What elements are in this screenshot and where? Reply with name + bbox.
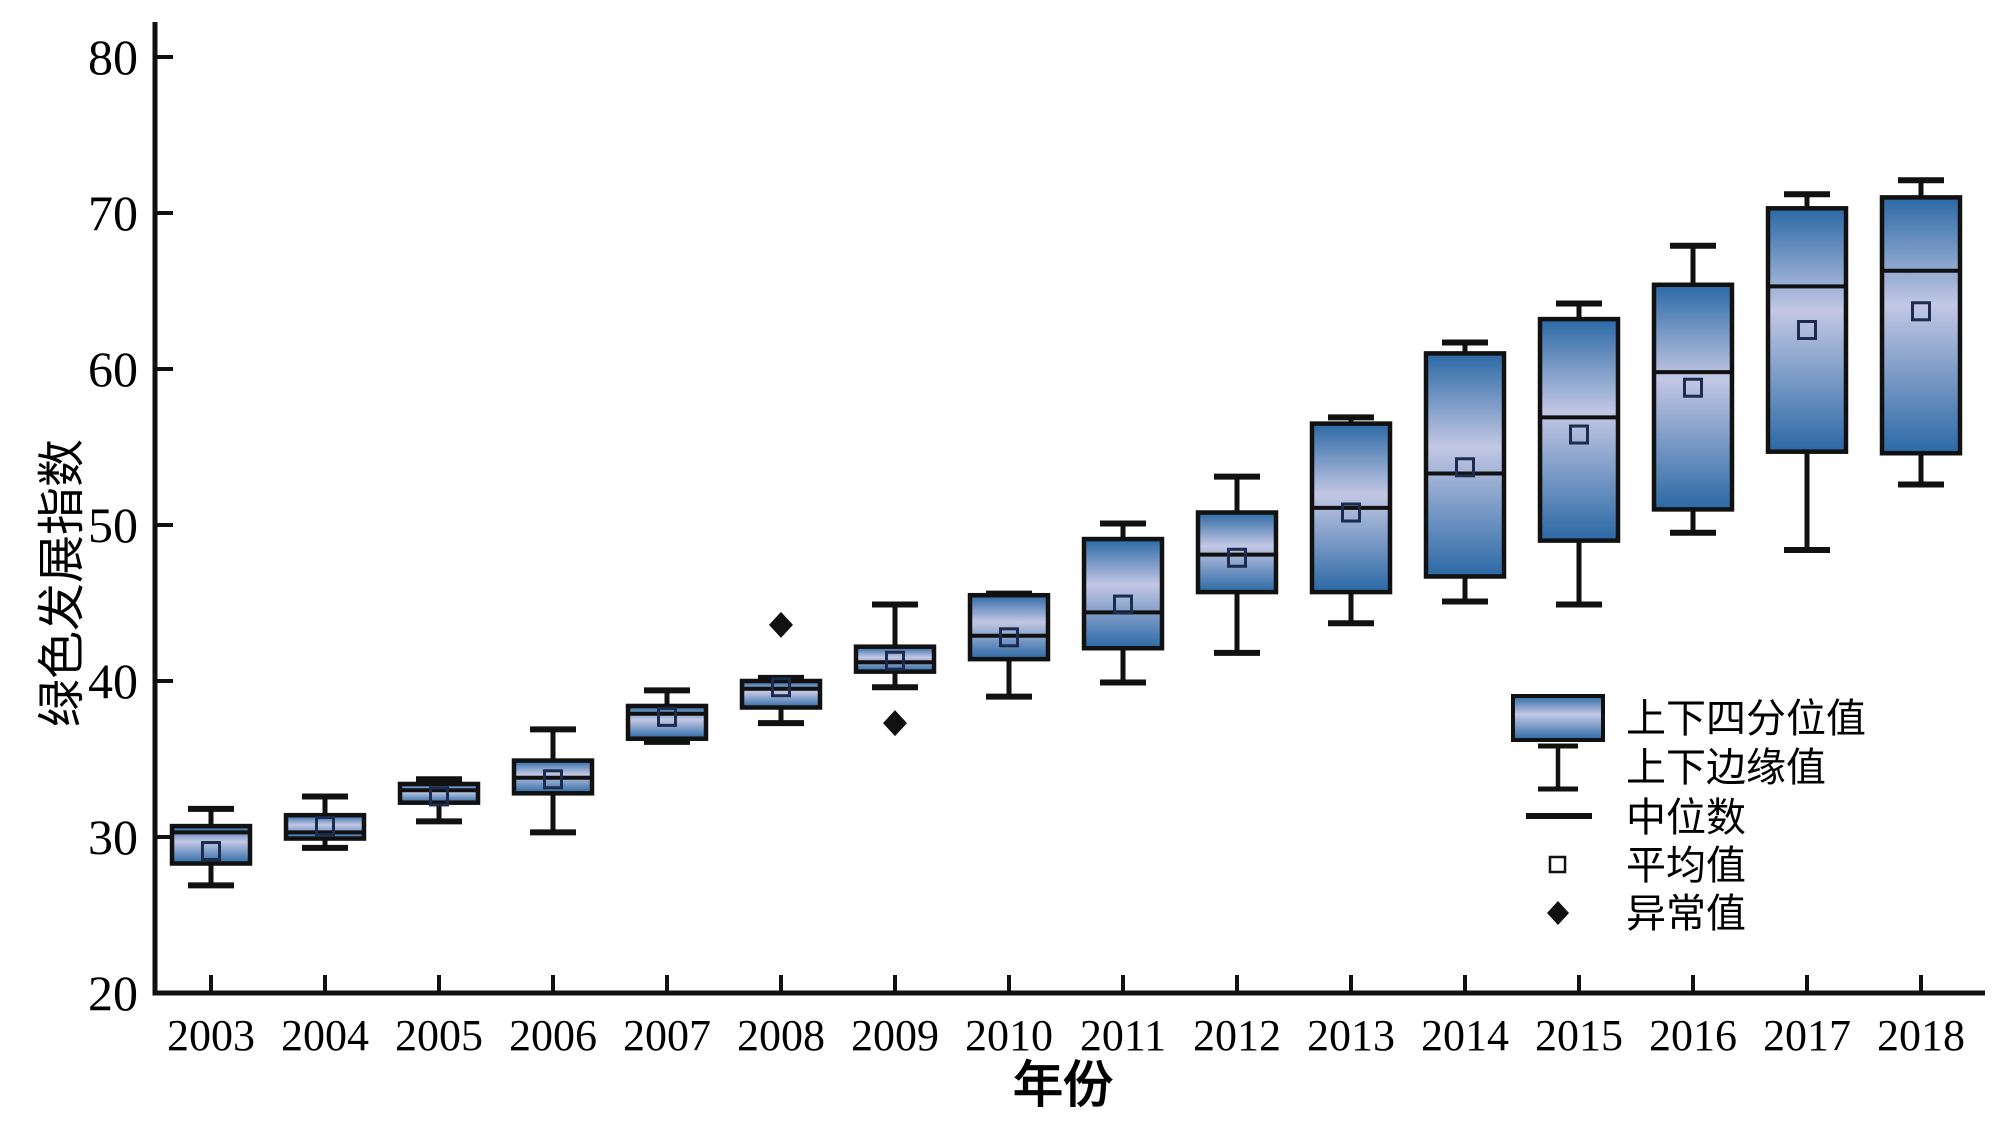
box-group-2013: [1309, 414, 1393, 627]
y-tick-label: 60: [88, 341, 138, 397]
x-tick-label: 2005: [395, 1011, 483, 1060]
iqr-box: [1195, 510, 1279, 595]
mean-marker: [1455, 457, 1475, 478]
box-group-2014: [1423, 339, 1507, 605]
legend-label: 上下边缘值: [1626, 745, 1826, 790]
mean-marker: [1227, 547, 1247, 568]
mean-marker: [1797, 320, 1817, 340]
iqr-box: [1081, 536, 1165, 651]
x-tick-label: 2006: [509, 1011, 597, 1060]
box-group-2016: [1651, 242, 1735, 536]
iqr-box: [1423, 351, 1507, 579]
x-tick-label: 2016: [1649, 1011, 1737, 1060]
box-group-2006: [511, 726, 595, 836]
box-group-2017: [1765, 191, 1849, 553]
x-tick-label: 2014: [1421, 1011, 1509, 1060]
mean-marker: [771, 677, 791, 698]
x-tick-label: 2009: [851, 1011, 939, 1060]
mean-marker: [543, 769, 563, 790]
x-tick-label: 2012: [1193, 1011, 1281, 1060]
box-group-2011: [1081, 520, 1165, 686]
box-group-2008: [739, 611, 823, 727]
mean-marker: [429, 786, 449, 807]
mean-marker: [201, 841, 221, 862]
box-group-2004: [283, 793, 367, 851]
y-tick-label: 20: [88, 965, 138, 1021]
mean-marker: [1341, 502, 1361, 523]
box-group-2012: [1195, 473, 1279, 656]
box-group-2007: [625, 687, 709, 745]
x-tick-label: 2003: [167, 1011, 255, 1060]
x-tick-label: 2011: [1080, 1011, 1166, 1060]
mean-marker: [657, 706, 677, 727]
legend-label: 平均值: [1626, 843, 1746, 888]
iqr-box: [625, 703, 709, 741]
mean-marker: [885, 650, 905, 671]
mean-marker: [315, 816, 335, 837]
x-tick-label: 2007: [623, 1011, 711, 1060]
x-tick-label: 2018: [1877, 1011, 1965, 1060]
y-tick-label: 80: [88, 29, 138, 85]
x-tick-label: 2010: [965, 1011, 1053, 1060]
box-group-2003: [169, 805, 253, 889]
x-axis-title: 年份: [1013, 1057, 1113, 1113]
legend-mean-symbol: [1548, 855, 1567, 874]
box-group-2005: [397, 776, 481, 825]
mean-marker: [999, 627, 1019, 648]
iqr-box: [1537, 316, 1621, 543]
box-group-2009: [853, 601, 937, 737]
iqr-box: [739, 678, 823, 710]
iqr-box: [853, 644, 937, 674]
box-group-2015: [1537, 300, 1621, 608]
y-tick-label: 50: [88, 497, 138, 553]
y-axis-title: 绿色发展指数: [36, 439, 89, 727]
iqr-box: [967, 592, 1051, 662]
x-tick-label: 2008: [737, 1011, 825, 1060]
x-tick-label: 2004: [281, 1011, 369, 1060]
legend-label: 中位数: [1626, 795, 1746, 840]
box-group-2010: [967, 590, 1051, 700]
box-group-2018: [1879, 177, 1963, 488]
iqr-box: [1765, 206, 1849, 454]
mean-marker: [1113, 594, 1133, 615]
iqr-box: [1879, 195, 1963, 456]
x-tick-label: 2015: [1535, 1011, 1623, 1060]
y-tick-label: 30: [88, 809, 138, 865]
mean-marker: [1683, 377, 1703, 398]
outlier-marker: [883, 710, 907, 737]
legend-outlier-symbol: [1547, 901, 1569, 925]
y-tick-label: 70: [88, 185, 138, 241]
legend-box-symbol: [1511, 694, 1605, 742]
mean-marker: [1911, 301, 1931, 322]
x-tick-label: 2017: [1763, 1011, 1851, 1060]
outlier-marker: [769, 611, 793, 638]
x-tick-label: 2013: [1307, 1011, 1395, 1060]
legend-label: 异常值: [1626, 891, 1746, 936]
legend-label: 上下四分位值: [1626, 696, 1866, 741]
y-tick-label: 40: [88, 653, 138, 709]
mean-marker: [1569, 424, 1589, 445]
